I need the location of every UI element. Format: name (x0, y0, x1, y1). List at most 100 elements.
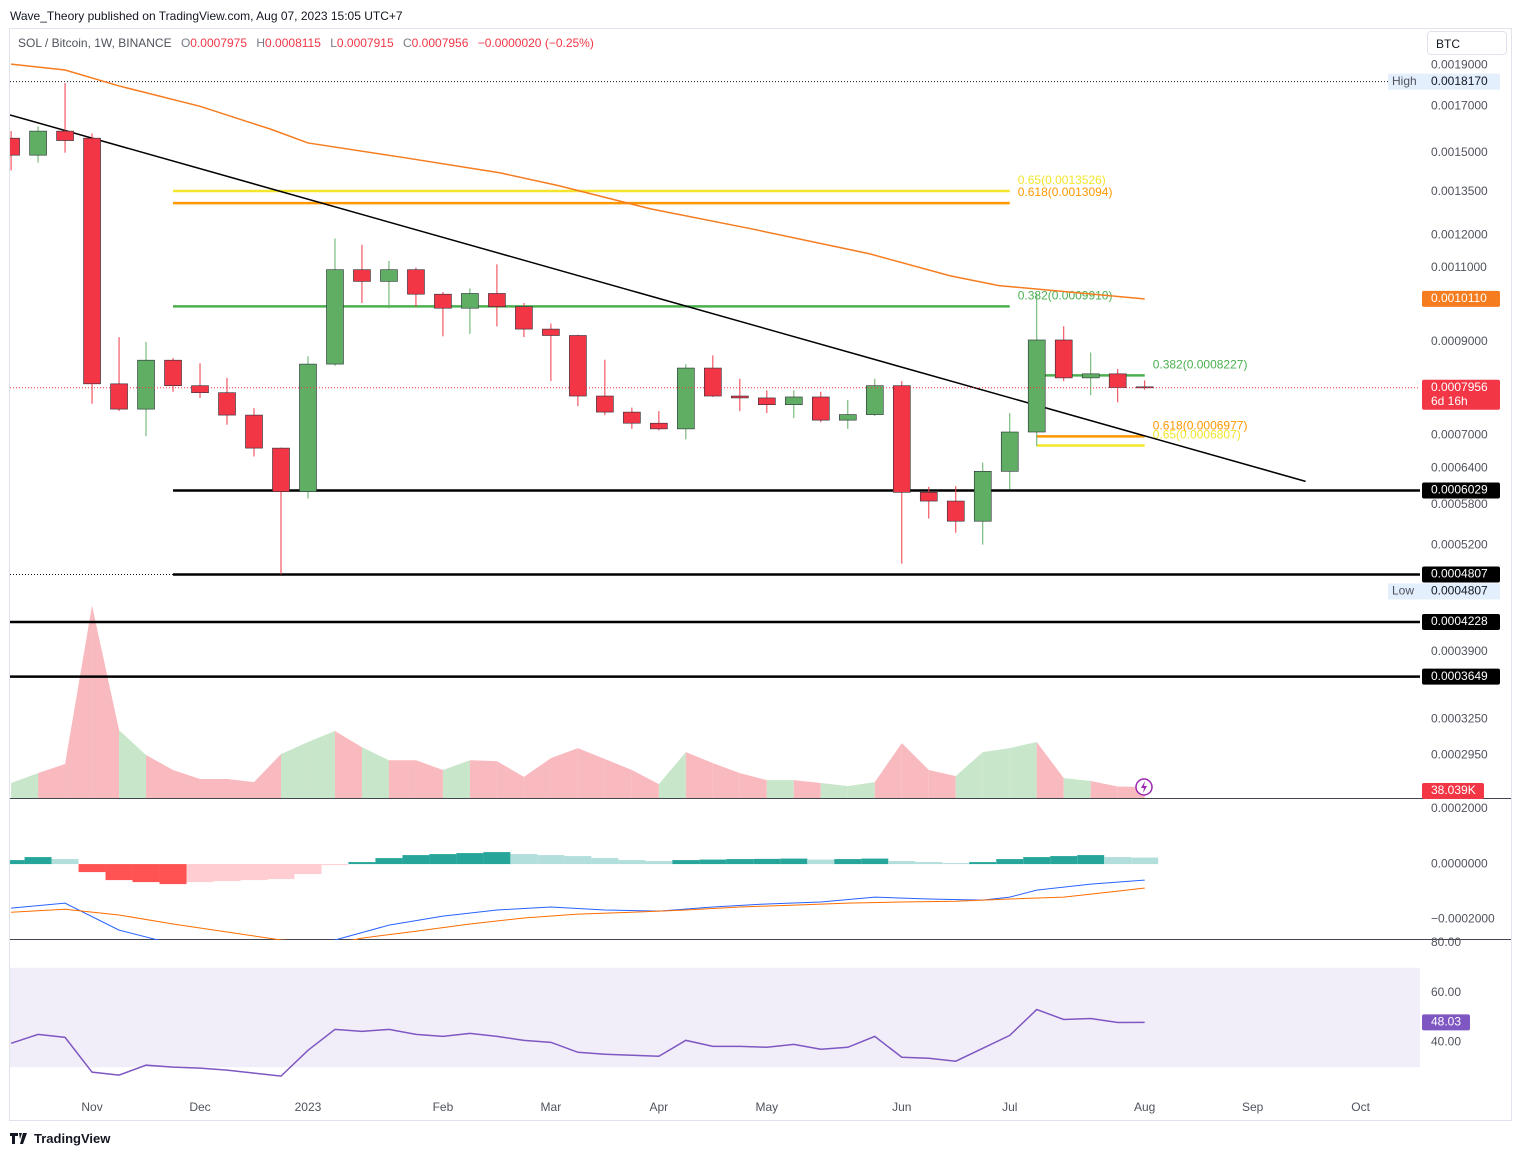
macd-bar (51, 859, 79, 865)
extreme-value: 0.0004807 (1431, 584, 1488, 598)
volume-area (496, 761, 524, 798)
countdown: 6d 16h (1431, 394, 1468, 408)
candle-body (164, 359, 182, 386)
ma-label: 0.0010110 (1431, 291, 1487, 305)
candle-body (137, 359, 155, 410)
fib-label: 0.65(0.0006807) (1153, 428, 1241, 442)
rsi-band (10, 967, 1420, 1068)
volume-area (523, 758, 551, 798)
volume-area (820, 782, 848, 798)
volume-area (847, 782, 875, 798)
volume-area (253, 754, 281, 798)
x-tick-label: Feb (433, 1100, 454, 1114)
volume-area (200, 778, 228, 798)
volume-area (388, 760, 416, 798)
macd-bar (456, 853, 484, 865)
volume-area (469, 760, 497, 798)
macd-tick-label: 0.0002000 (1431, 801, 1488, 815)
logo-icon (10, 1132, 27, 1144)
macd-bar (240, 864, 268, 881)
volume-area (119, 730, 147, 798)
level-label: 0.0004228 (1431, 614, 1488, 628)
macd-bar (321, 864, 349, 866)
volume-area (982, 748, 1010, 798)
volume-pane (11, 605, 1145, 798)
volume-area (1063, 778, 1091, 798)
event-bolt (1141, 781, 1147, 793)
macd-bar (159, 864, 187, 885)
level-label: 0.0006029 (1431, 483, 1488, 497)
volume-area (577, 748, 605, 798)
candle-body (245, 414, 263, 449)
volume-area (280, 742, 308, 798)
axes: 0.0019000 0.0017000 0.0015000 0.0013500 0.00… (81, 57, 1500, 1114)
volume-area (766, 780, 794, 798)
fib-label: 0.618(0.0013094) (1018, 185, 1113, 199)
macd-bar (78, 864, 106, 873)
candle-body (623, 411, 641, 424)
price-label: 0.0007956 (1431, 380, 1488, 394)
candle-body (218, 392, 236, 416)
logo: TradingView (10, 1131, 110, 1146)
macd-pane (10, 852, 1159, 940)
candle-body (488, 293, 506, 308)
candle-body (542, 328, 560, 336)
y-tick-label: 0.0015000 (1431, 145, 1488, 159)
macd-tick-label: −0.0002000 (1431, 911, 1495, 925)
volume-area (1036, 742, 1064, 798)
level-box (1422, 482, 1500, 499)
candle-body (353, 269, 371, 282)
macd-bar (537, 855, 565, 865)
x-tick-label: Oct (1351, 1100, 1370, 1114)
macd-bar (591, 858, 619, 865)
candle-body (299, 363, 317, 492)
volume-area (955, 752, 983, 798)
candle-body (272, 447, 290, 492)
line (11, 887, 1145, 940)
volume-area (928, 770, 956, 798)
currency-button[interactable]: BTC (1427, 31, 1507, 55)
volume-area (658, 752, 686, 798)
extreme-name: Low (1392, 584, 1414, 598)
candle-body (10, 137, 20, 156)
macd-bar (483, 852, 511, 865)
volume-area (361, 747, 389, 798)
x-tick-label: 2023 (295, 1100, 322, 1114)
candle-body (919, 492, 938, 502)
y-tick-label: 0.0009000 (1431, 334, 1488, 348)
macd-bar (186, 864, 214, 883)
frame (9, 28, 1512, 1121)
candle-body (704, 367, 722, 397)
macd-bar (699, 859, 727, 865)
candle-body (1081, 373, 1100, 379)
x-tick-label: Nov (81, 1100, 102, 1114)
candle-body (731, 395, 749, 399)
x-tick-label: Jul (1002, 1100, 1017, 1114)
candle-body (407, 269, 425, 295)
macd-bar (1131, 857, 1159, 865)
fib-label: 0.65(0.0013526) (1018, 173, 1106, 187)
candle-body (56, 130, 74, 141)
y-tick-label: 0.0003250 (1431, 712, 1488, 726)
candle-body (812, 396, 830, 421)
fib-label: 0.618(0.0006977) (1153, 419, 1248, 433)
y-tick-label: 0.0019000 (1431, 57, 1488, 71)
candle-body (380, 269, 398, 282)
rsi-label: 48.03 (1431, 1015, 1461, 1029)
x-tick-label: Dec (189, 1100, 210, 1114)
publisher: Wave_Theory published on TradingView.com… (10, 9, 403, 23)
y-tick-label: 0.0005200 (1431, 538, 1488, 552)
x-tick-label: Apr (650, 1100, 669, 1114)
x-tick-label: Mar (541, 1100, 562, 1114)
low-value: 0.0007915 (336, 36, 394, 50)
macd-bar (1023, 857, 1051, 865)
volume-area (874, 743, 902, 798)
candle-body (1000, 431, 1019, 472)
macd-bar (1077, 855, 1105, 865)
line (10, 114, 1306, 483)
candle-body (191, 385, 209, 394)
x-tick-label: May (755, 1100, 778, 1114)
volume-area (65, 605, 93, 798)
